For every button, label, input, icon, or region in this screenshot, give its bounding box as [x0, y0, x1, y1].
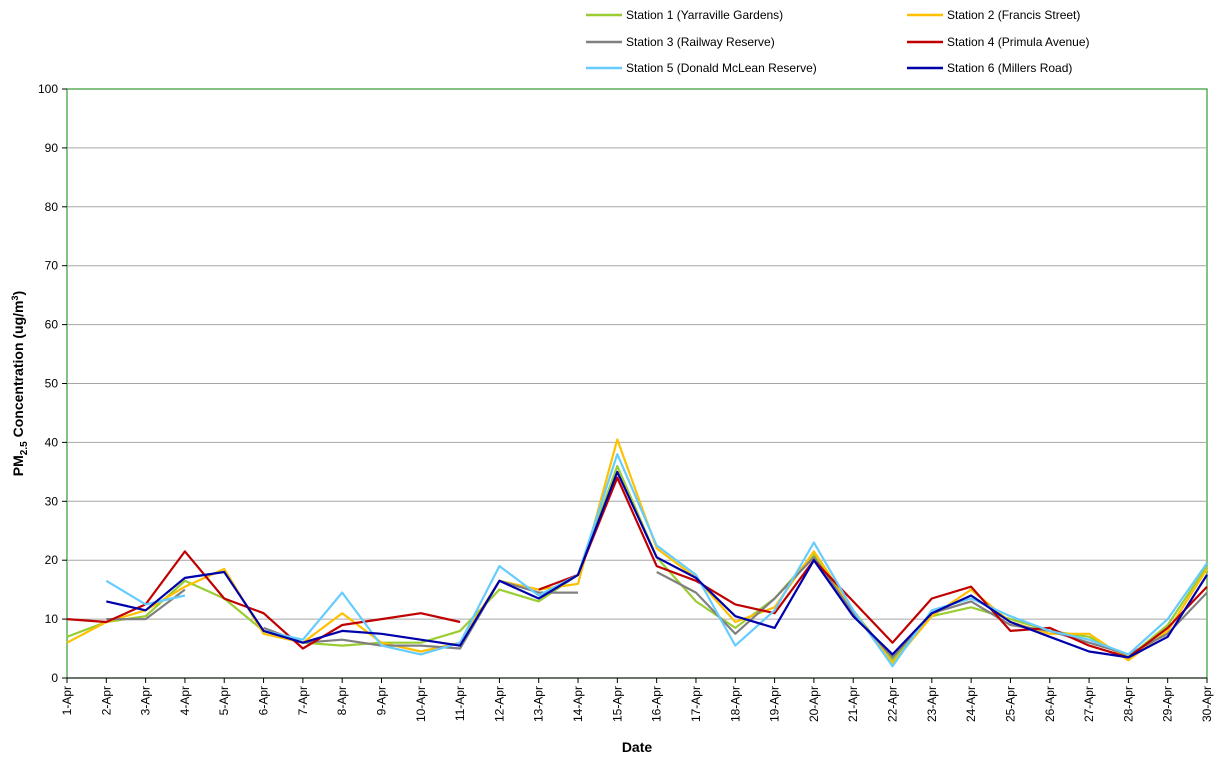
- y-tick-label: 0: [51, 671, 58, 685]
- x-tick-label: 27-Apr: [1082, 686, 1096, 722]
- y-axis-title-pre: PM: [10, 455, 26, 476]
- x-tick-label: 26-Apr: [1043, 686, 1057, 722]
- series-line: [106, 470, 1208, 659]
- legend-label: Station 3 (Railway Reserve): [626, 35, 775, 49]
- series-line: [538, 476, 1208, 659]
- x-tick-label: 25-Apr: [1003, 686, 1017, 722]
- x-tick-label: 16-Apr: [650, 686, 664, 722]
- y-axis-title: PM2.5 Concentration (ug/m3): [10, 291, 30, 476]
- x-tick-label: 8-Apr: [335, 686, 349, 715]
- y-tick-label: 70: [45, 259, 59, 273]
- x-tick-label: 3-Apr: [139, 686, 153, 715]
- x-tick-label: 30-Apr: [1200, 686, 1214, 722]
- x-tick-label: 29-Apr: [1161, 686, 1175, 722]
- x-tick-label: 11-Apr: [453, 686, 467, 721]
- legend-label: Station 4 (Primula Avenue): [947, 35, 1090, 49]
- series-line: [66, 464, 1208, 662]
- x-tick-label: 28-Apr: [1121, 686, 1135, 722]
- gridlines: [67, 147, 1207, 620]
- x-tick-label: 21-Apr: [846, 686, 860, 722]
- y-axis: 0 10 20 30 40 50 60 70 80 90 100: [38, 82, 67, 685]
- y-tick-label: 90: [45, 141, 59, 155]
- x-tick-label: 13-Apr: [532, 686, 546, 722]
- x-axis: 1-Apr 2-Apr 3-Apr 4-Apr 5-Apr 6-Apr 7-Apr 8-Apr…: [60, 677, 1214, 722]
- x-axis-title: Date: [622, 739, 653, 755]
- x-tick-label: 22-Apr: [886, 686, 900, 722]
- series-line: [66, 550, 461, 650]
- y-tick-label: 30: [45, 494, 59, 508]
- legend-label: Station 6 (Millers Road): [947, 61, 1072, 75]
- legend: Station 1 (Yarraville Gardens) Station 2 …: [586, 8, 1090, 75]
- y-tick-label: 100: [38, 82, 58, 96]
- x-tick-label: 2-Apr: [99, 686, 113, 715]
- x-tick-label: 23-Apr: [925, 686, 939, 722]
- x-tick-label: 4-Apr: [178, 686, 192, 715]
- x-tick-label: 18-Apr: [728, 686, 742, 722]
- x-tick-label: 20-Apr: [807, 686, 821, 722]
- y-axis-title-sup: 3: [10, 295, 20, 300]
- x-tick-label: 19-Apr: [768, 686, 782, 722]
- x-tick-label: 24-Apr: [964, 686, 978, 722]
- x-tick-label: 7-Apr: [296, 686, 310, 715]
- x-tick-label: 9-Apr: [374, 686, 388, 715]
- y-tick-label: 50: [45, 377, 59, 391]
- x-tick-label: 1-Apr: [60, 686, 74, 715]
- series-line: [263, 453, 1208, 668]
- x-tick-label: 10-Apr: [414, 686, 428, 722]
- x-tick-label: 6-Apr: [257, 686, 271, 715]
- y-tick-label: 80: [45, 200, 59, 214]
- legend-label: Station 1 (Yarraville Gardens): [626, 8, 783, 22]
- x-tick-label: 5-Apr: [217, 686, 231, 715]
- series-line: [105, 579, 186, 606]
- y-axis-title-sub: 2.5: [19, 441, 30, 455]
- x-tick-label: 17-Apr: [689, 686, 703, 722]
- y-tick-label: 20: [45, 553, 59, 567]
- y-tick-label: 10: [45, 612, 59, 626]
- x-tick-label: 14-Apr: [571, 686, 585, 722]
- legend-label: Station 2 (Francis Street): [947, 8, 1080, 22]
- y-tick-label: 40: [45, 435, 59, 449]
- y-axis-title-post: ): [10, 291, 26, 296]
- x-tick-label: 12-Apr: [492, 686, 506, 722]
- series-lines: [66, 438, 1208, 668]
- y-tick-label: 60: [45, 318, 59, 332]
- legend-label: Station 5 (Donald McLean Reserve): [626, 61, 817, 75]
- y-axis-title-mid: Concentration (ug/m: [10, 301, 26, 442]
- x-tick-label: 15-Apr: [610, 686, 624, 722]
